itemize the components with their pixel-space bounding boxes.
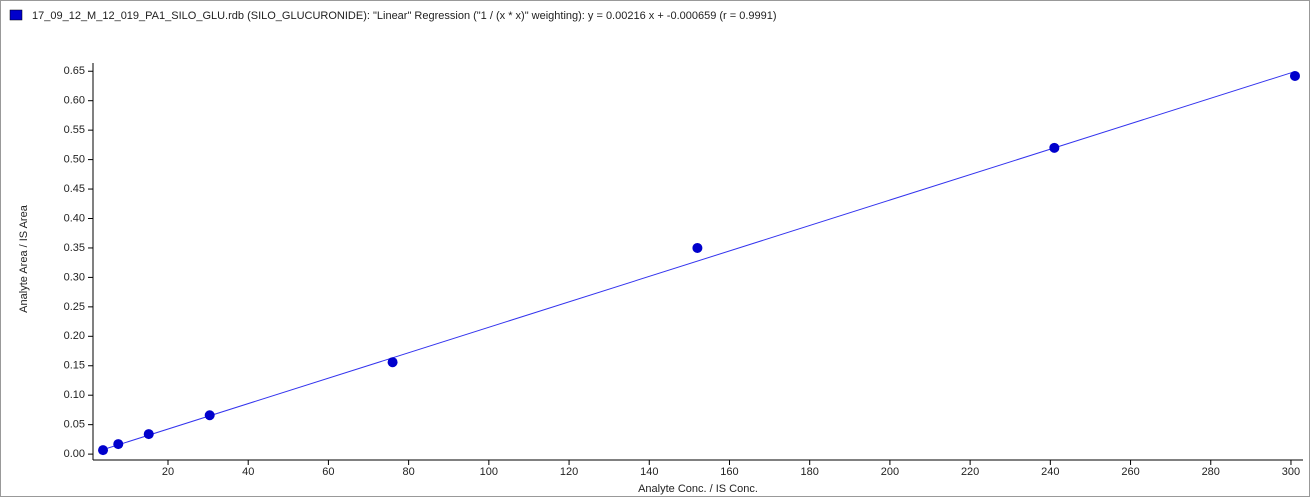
y-tick-label: 0.05 xyxy=(64,419,85,431)
x-tick-label: 140 xyxy=(640,466,658,478)
data-point xyxy=(98,445,109,456)
data-point xyxy=(1049,142,1060,153)
x-tick-label: 220 xyxy=(961,466,979,478)
y-tick-label: 0.25 xyxy=(64,301,85,313)
y-tick-label: 0.35 xyxy=(64,242,85,254)
y-tick-label: 0.55 xyxy=(64,124,85,136)
x-tick-label: 180 xyxy=(801,466,819,478)
x-tick-label: 280 xyxy=(1202,466,1220,478)
x-tick-label: 120 xyxy=(560,466,578,478)
data-point xyxy=(1289,70,1300,81)
data-point xyxy=(113,439,124,450)
y-tick-label: 0.00 xyxy=(64,448,85,460)
x-axis-title: Analyte Conc. / IS Conc. xyxy=(638,483,758,495)
x-tick-label: 20 xyxy=(162,466,174,478)
x-tick-label: 80 xyxy=(403,466,415,478)
x-tick-label: 40 xyxy=(242,466,254,478)
x-tick-label: 260 xyxy=(1121,466,1139,478)
y-tick-label: 0.15 xyxy=(64,360,85,372)
y-tick-label: 0.65 xyxy=(64,65,85,77)
data-point xyxy=(143,429,154,440)
legend-label: 17_09_12_M_12_019_PA1_SILO_GLU.rdb (SILO… xyxy=(32,10,777,22)
y-tick-label: 0.30 xyxy=(64,271,85,283)
data-point xyxy=(204,410,215,421)
regression-line xyxy=(102,71,1296,451)
y-tick-label: 0.40 xyxy=(64,212,85,224)
y-tick-label: 0.20 xyxy=(64,330,85,342)
x-tick-label: 300 xyxy=(1282,466,1300,478)
x-tick-label: 60 xyxy=(322,466,334,478)
y-axis-title: Analyte Area / IS Area xyxy=(18,204,30,313)
y-tick-label: 0.60 xyxy=(64,95,85,107)
data-point xyxy=(387,357,398,368)
y-tick-label: 0.50 xyxy=(64,154,85,166)
x-tick-label: 160 xyxy=(720,466,738,478)
y-tick-label: 0.10 xyxy=(64,389,85,401)
x-tick-label: 240 xyxy=(1041,466,1059,478)
x-tick-label: 100 xyxy=(480,466,498,478)
x-tick-label: 200 xyxy=(881,466,899,478)
y-tick-label: 0.45 xyxy=(64,183,85,195)
data-point xyxy=(692,242,703,253)
legend-marker xyxy=(9,9,23,21)
